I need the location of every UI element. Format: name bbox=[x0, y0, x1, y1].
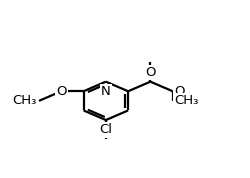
Text: Cl: Cl bbox=[99, 124, 112, 137]
Text: O: O bbox=[56, 85, 66, 98]
Text: CH₃: CH₃ bbox=[13, 94, 37, 107]
Text: O: O bbox=[145, 66, 156, 79]
Text: O: O bbox=[174, 85, 185, 98]
Text: CH₃: CH₃ bbox=[174, 94, 199, 107]
Text: N: N bbox=[101, 85, 111, 98]
